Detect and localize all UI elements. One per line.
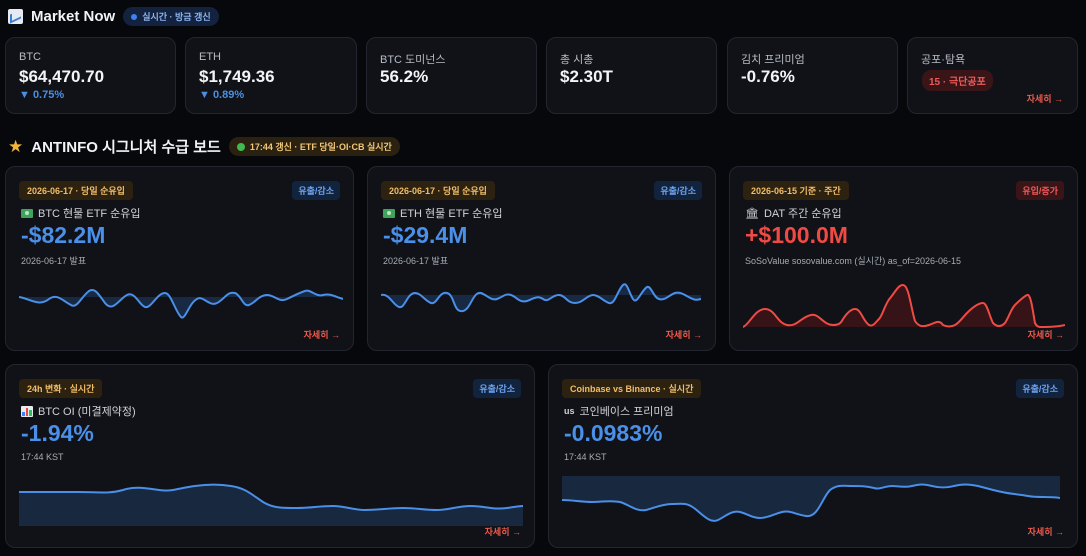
stat-value: $64,470.70 <box>19 67 105 86</box>
stat-card-eth[interactable]: ETH $1,749.36 ▼ 0.89% <box>185 37 357 114</box>
direction-badge: 유입/증가 <box>1016 181 1064 200</box>
more-link[interactable]: 자세히 → <box>1027 527 1064 537</box>
board-title: ANTINFO 시그니처 수급 보드 <box>31 139 221 156</box>
sparkline-line <box>381 283 701 313</box>
sparkline-chart <box>19 483 523 526</box>
more-link[interactable]: 자세히 → <box>665 330 702 340</box>
live-badge-label: 실시간 · 방금 갱신 <box>142 12 211 22</box>
star-icon: ★ <box>8 137 24 156</box>
market-now-title: Market Now <box>31 8 116 25</box>
card-btc-etf[interactable]: 2026-06-17 · 당일 순유입 유출/감소 BTC 현물 ETF 순유입… <box>5 166 354 351</box>
stat-change: ▼ 0.89% <box>199 89 245 101</box>
sparkline-chart <box>19 289 343 319</box>
sparkline-area <box>743 285 1065 327</box>
more-link[interactable]: 자세히 → <box>484 527 521 537</box>
stat-value: 56.2% <box>380 67 429 86</box>
card-tag: 2026-06-17 · 당일 순유입 <box>381 181 495 200</box>
stat-label: BTC <box>19 51 41 63</box>
more-link[interactable]: 자세히 → <box>1026 94 1063 104</box>
card-btc-oi[interactable]: 24h 변화 · 실시간 유출/감소 BTC OI (미결제약정) -1.94%… <box>5 364 535 548</box>
market-now-header: Market Now 실시간 · 방금 갱신 <box>8 7 219 26</box>
card-name-label: DAT 주간 순유입 <box>763 208 842 220</box>
card-name: 🏛 DAT 주간 순유입 <box>745 205 842 221</box>
us-flag-icon: us <box>564 406 575 416</box>
bar-chart-icon <box>21 405 33 417</box>
money-icon <box>21 208 33 218</box>
stat-card-btc[interactable]: BTC $64,470.70 ▼ 0.75% <box>5 37 176 114</box>
card-value: -0.0983% <box>564 420 663 446</box>
stat-label: ETH <box>199 51 221 63</box>
stat-value: $2.30T <box>560 67 613 86</box>
stat-value: -0.76% <box>741 67 795 86</box>
card-subtext: 17:44 KST <box>21 452 64 462</box>
card-tag: Coinbase vs Binance · 실시간 <box>562 379 702 398</box>
status-dot-icon <box>236 142 245 151</box>
sparkline-chart <box>381 283 701 313</box>
card-name: BTC 현물 ETF 순유입 <box>21 205 141 221</box>
direction-badge: 유출/감소 <box>654 181 702 200</box>
more-link[interactable]: 자세히 → <box>1027 330 1064 340</box>
update-badge: 17:44 갱신 · ETF 당일·OI·CB 실시간 <box>228 137 400 156</box>
stat-label: BTC 도미넌스 <box>380 54 446 66</box>
card-eth-etf[interactable]: 2026-06-17 · 당일 순유입 유출/감소 ETH 현물 ETF 순유입… <box>367 166 716 351</box>
direction-badge: 유출/감소 <box>473 379 521 398</box>
card-tag: 24h 변화 · 실시간 <box>19 379 103 398</box>
card-name: BTC OI (미결제약정) <box>21 403 136 419</box>
stat-label: 김치 프리미엄 <box>741 54 805 66</box>
direction-badge: 유출/감소 <box>292 181 340 200</box>
fear-greed-badge: 15 · 극단공포 <box>922 70 993 91</box>
stat-change: ▼ 0.75% <box>19 89 65 101</box>
sparkline-line <box>562 483 1060 522</box>
card-name-label: BTC 현물 ETF 순유입 <box>38 208 141 220</box>
sparkline-area <box>562 476 1060 521</box>
direction-badge: 유출/감소 <box>1016 379 1064 398</box>
live-dot-icon <box>131 13 138 20</box>
card-name: ETH 현물 ETF 순유입 <box>383 205 503 221</box>
card-tag: 2026-06-15 기준 · 주간 <box>743 181 849 200</box>
sparkline-chart <box>562 476 1060 522</box>
sparkline-chart <box>743 283 1065 328</box>
card-subtext: SoSoValue sosovalue.com (실시간) as_of=2026… <box>745 256 962 266</box>
stat-card-dominance[interactable]: BTC 도미넌스 56.2% <box>366 37 537 114</box>
card-name-label: BTC OI (미결제약정) <box>38 406 136 418</box>
bank-icon: 🏛 <box>745 207 759 220</box>
card-value: +$100.0M <box>745 222 848 248</box>
stat-label: 공포·탐욕 <box>921 54 966 66</box>
card-dat-weekly[interactable]: 2026-06-15 기준 · 주간 유입/증가 🏛 DAT 주간 순유입 +$… <box>729 166 1078 351</box>
card-value: -1.94% <box>21 420 94 446</box>
card-value: -$82.2M <box>21 222 106 248</box>
stat-card-total-cap[interactable]: 총 시총 $2.30T <box>546 37 717 114</box>
card-name: us 코인베이스 프리미엄 <box>564 403 674 419</box>
board-header: ★ ANTINFO 시그니처 수급 보드 17:44 갱신 · ETF 당일·O… <box>8 136 400 157</box>
sparkline-line <box>19 483 523 512</box>
card-subtext: 17:44 KST <box>564 452 607 462</box>
card-subtext: 2026-06-17 발표 <box>383 256 449 266</box>
card-subtext: 2026-06-17 발표 <box>21 256 87 266</box>
card-name-label: 코인베이스 프리미엄 <box>579 406 674 418</box>
card-coinbase-premium[interactable]: Coinbase vs Binance · 실시간 유출/감소 us 코인베이스… <box>548 364 1078 548</box>
sparkline-line <box>743 283 1065 328</box>
more-link[interactable]: 자세히 → <box>303 330 340 340</box>
stat-label: 총 시총 <box>560 54 594 66</box>
sparkline-line <box>19 289 343 319</box>
sparkline-area <box>19 484 523 526</box>
stat-value: $1,749.36 <box>199 67 275 86</box>
stat-card-fear-greed[interactable]: 공포·탐욕 15 · 극단공포 자세히 → <box>907 37 1078 114</box>
stat-card-kimchi[interactable]: 김치 프리미엄 -0.76% <box>727 37 898 114</box>
live-badge: 실시간 · 방금 갱신 <box>123 7 219 26</box>
card-tag: 2026-06-17 · 당일 순유입 <box>19 181 133 200</box>
money-icon <box>383 208 395 218</box>
card-name-label: ETH 현물 ETF 순유입 <box>400 208 503 220</box>
update-badge-label: 17:44 갱신 · ETF 당일·OI·CB 실시간 <box>249 142 392 152</box>
chart-icon <box>8 9 23 24</box>
card-value: -$29.4M <box>383 222 468 248</box>
